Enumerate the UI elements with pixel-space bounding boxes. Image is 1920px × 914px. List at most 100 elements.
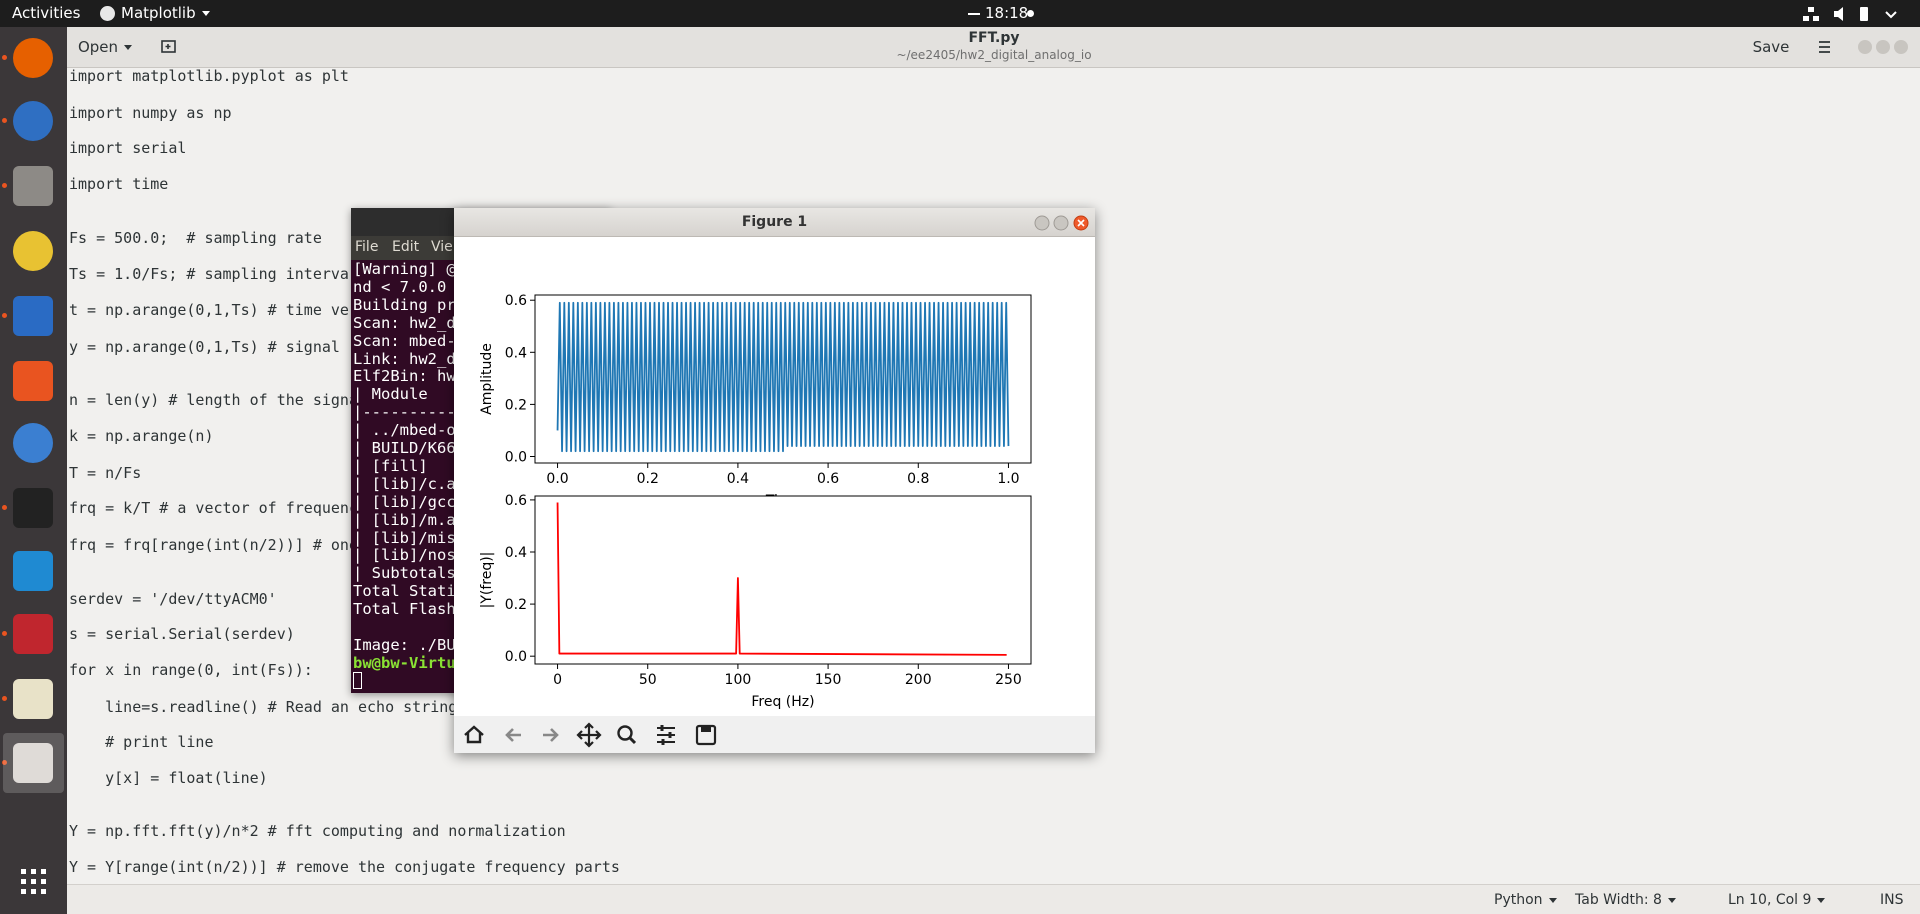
data-line (556, 502, 1007, 656)
pan-button[interactable] (576, 722, 602, 748)
new-tab-icon (161, 40, 176, 53)
terminal-cursor (353, 671, 362, 689)
app-name: Matplotlib (121, 4, 196, 22)
terminal-line: | [lib]/m.a (353, 510, 456, 529)
axes-frame (534, 495, 1032, 665)
minimize-button[interactable] (1858, 40, 1872, 54)
app-icon (100, 6, 115, 21)
terminal-menu-item[interactable]: Edit (392, 239, 420, 255)
dropdown-arrow (1817, 897, 1826, 903)
dock-icon[interactable] (13, 743, 53, 783)
close-button[interactable] (1894, 40, 1908, 54)
document-title: FFT.py (968, 30, 1020, 46)
x-tick-label: 1.0 (997, 471, 1019, 487)
document-path: ~/ee2405/hw2_digital_analog_io (896, 48, 1092, 62)
running-indicator (2, 118, 7, 123)
cursor-position[interactable]: Ln 10, Col 9 (1728, 892, 1826, 908)
battery-icon (1860, 7, 1868, 21)
volume-icon (1834, 7, 1843, 21)
language-selector[interactable]: Python (1494, 892, 1557, 908)
dock-icon[interactable] (13, 101, 53, 141)
save-button[interactable]: Save (1752, 38, 1790, 56)
system-tray[interactable] (1800, 4, 1910, 24)
minimize-button[interactable] (1034, 215, 1050, 231)
forward-button[interactable] (543, 728, 559, 742)
figure-canvas: 0.00.20.40.60.81.00.00.20.40.6TimeAmplit… (479, 293, 1032, 710)
dock-icon[interactable] (13, 488, 53, 528)
dock-icon[interactable] (13, 166, 53, 206)
x-axis-label: Freq (Hz) (751, 694, 814, 710)
terminal-line: bw@bw-Virtua (353, 653, 465, 672)
terminal-line: Total Flash (353, 600, 456, 619)
network-icon-part (1803, 16, 1809, 21)
tab-width-selector[interactable]: Tab Width: 8 (1575, 892, 1676, 908)
axes-background (535, 496, 1031, 664)
open-label: Open (77, 38, 119, 56)
y-tick-label: 0.2 (505, 397, 527, 413)
code-line: y[x] = float(line) (69, 769, 268, 787)
menu-button[interactable] (1819, 41, 1830, 53)
code-line: Y = np.fft.fft(y)/n*2 # fft computing an… (69, 822, 566, 840)
header-bar: Open FFT.py ~/ee2405/hw2_digital_analog_… (67, 27, 1920, 68)
code-line: serdev = '/dev/ttyACM0' (69, 590, 277, 608)
terminal-line: | [lib]/misc (353, 528, 465, 547)
terminal-line: | ../mbed-os (353, 421, 465, 440)
code-line: import numpy as np (69, 104, 232, 122)
new-tab-button[interactable] (158, 36, 180, 58)
configure-button[interactable] (657, 727, 675, 743)
zoom-button[interactable] (617, 725, 633, 741)
dock-icon[interactable] (13, 38, 53, 78)
terminal-line: Elf2Bin: hw2 (353, 367, 465, 386)
clock[interactable]: 18:18 (985, 4, 1029, 22)
app-menu[interactable]: Matplotlib (121, 4, 210, 22)
terminal-menu-item[interactable]: File (355, 239, 379, 255)
dock-icon[interactable] (13, 361, 53, 401)
y-tick-label: 0.6 (505, 493, 527, 509)
configure-sliders (660, 725, 672, 745)
code-line: Fs = 500.0; # sampling rate (69, 229, 322, 247)
activities-button[interactable]: Activities (12, 4, 81, 22)
maximize-button[interactable] (1053, 215, 1069, 231)
code-line: n = len(y) # length of the signa (69, 391, 358, 409)
running-indicator (2, 183, 7, 188)
app-grid-dot (31, 869, 36, 874)
maximize-button[interactable] (1876, 40, 1890, 54)
dock-icon[interactable] (13, 296, 53, 336)
open-button[interactable]: Open (74, 33, 136, 61)
code-line: k = np.arange(n) (69, 427, 214, 445)
figure-title: Figure 1 (741, 214, 808, 230)
running-indicator (2, 696, 7, 701)
terminal-line: | Module (353, 385, 428, 404)
network-icon (1808, 7, 1814, 12)
app-grid-dot (21, 869, 26, 874)
code-line: import matplotlib.pyplot as plt (69, 67, 349, 85)
figure-toolbar (454, 716, 1095, 753)
app-grid-dot (21, 879, 26, 884)
zoom-handle (628, 736, 637, 745)
figure-window-controls (1034, 215, 1089, 231)
terminal-line: Scan: hw2_di (353, 313, 465, 332)
dock-icon[interactable] (13, 231, 53, 271)
dock-icon[interactable] (13, 551, 53, 591)
back-button[interactable] (505, 728, 521, 742)
x-tick-label: 0.4 (727, 471, 749, 487)
app-grid-dot (41, 889, 46, 894)
code-line: s = serial.Serial(serdev) (69, 625, 295, 643)
terminal-menu-item[interactable]: Vie (431, 239, 453, 255)
y-tick-label: 0.4 (505, 345, 527, 361)
x-tick-label: 250 (995, 672, 1022, 688)
code-line: T = n/Fs (69, 464, 142, 482)
dock-icon[interactable] (13, 423, 53, 463)
dock-icon[interactable] (13, 614, 53, 654)
dock-icon[interactable] (13, 679, 53, 719)
insert-mode: INS (1880, 892, 1904, 908)
code-line: for x in range(0, int(Fs)): (69, 661, 313, 679)
save-figure-icon (701, 726, 711, 732)
running-indicator (2, 313, 7, 318)
home-button[interactable] (464, 725, 484, 744)
x-tick-label: 0.2 (637, 471, 659, 487)
terminal-line: nd < 7.0.0 (353, 277, 447, 296)
terminal-line: | [lib]/gcc (353, 492, 456, 511)
network-icon-part (1813, 16, 1819, 21)
